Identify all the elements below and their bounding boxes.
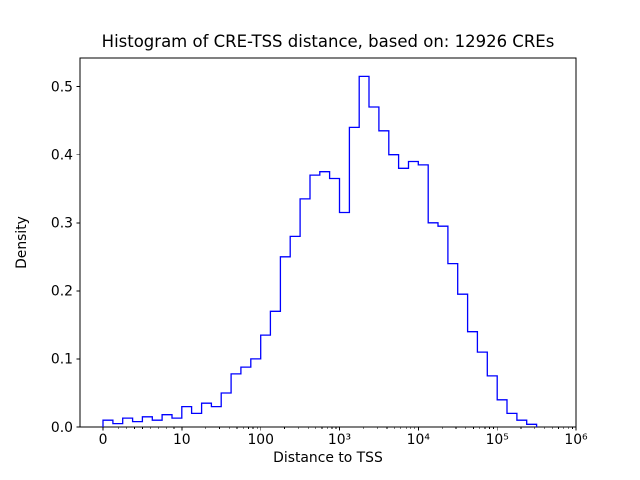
y-axis: 0.0 0.1 0.2 0.3 0.4 0.5	[51, 79, 80, 436]
x-tick-label: 10⁶	[564, 432, 588, 448]
y-tick-label: 0.1	[51, 352, 73, 368]
x-tick-label: 10⁵	[486, 432, 509, 448]
y-axis-label: Density	[14, 216, 30, 269]
y-tick-label: 0.0	[51, 420, 73, 436]
x-tick-label: 10⁴	[407, 432, 431, 448]
y-tick-label: 0.5	[51, 79, 73, 95]
x-tick-label: 10³	[328, 432, 351, 448]
x-tick-label: 100	[247, 432, 274, 448]
y-tick-label: 0.3	[51, 216, 73, 232]
x-axis: 0 10 100 10³ 10⁴ 10⁵ 10⁶	[99, 427, 588, 448]
chart-title: Histogram of CRE-TSS distance, based on:…	[102, 32, 555, 51]
y-tick-label: 0.4	[51, 148, 73, 164]
plot-area: 0 10 100 10³ 10⁴ 10⁵ 10⁶ 0.0 0.1 0.2 0.3 0.4 0.5	[51, 57, 588, 448]
y-tick-label: 0.2	[51, 284, 73, 300]
x-tick-label: 10	[173, 432, 191, 448]
plot-frame	[79, 57, 577, 428]
x-axis-label: Distance to TSS	[273, 450, 383, 466]
histogram-step-line	[102, 75, 538, 427]
x-tick-label: 0	[99, 432, 108, 448]
